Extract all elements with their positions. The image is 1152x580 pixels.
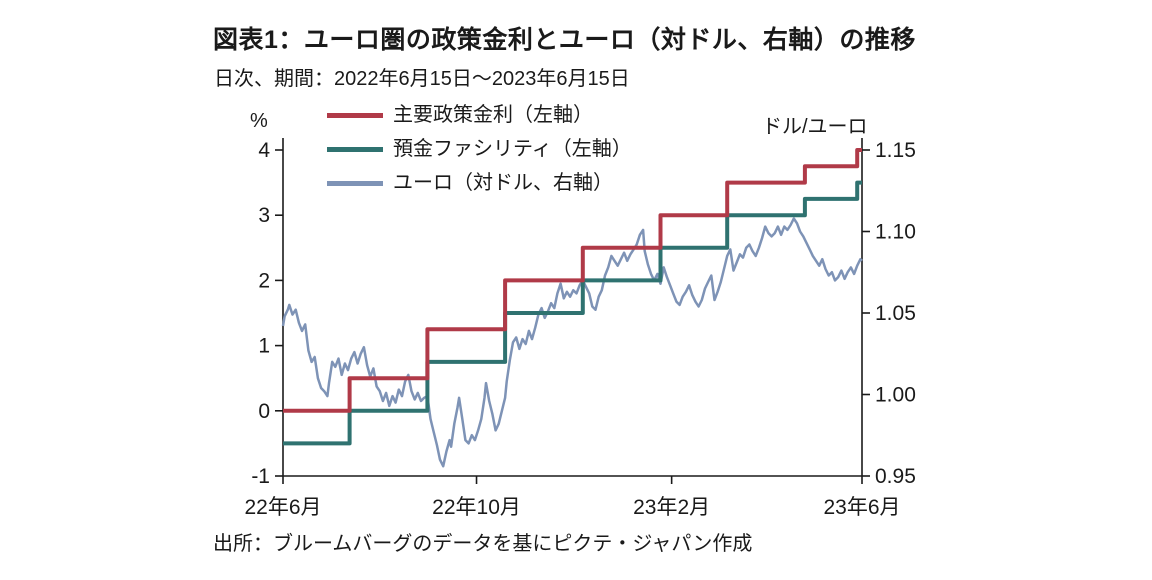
source-note: 出所：ブルームバーグのデータを基にピクテ・ジャパン作成 (213, 533, 753, 555)
right-axis-tick-label: 1.15 (875, 139, 916, 162)
legend-label: ユーロ（対ドル、右軸） (393, 172, 613, 194)
series-line-deposit-facility (283, 180, 862, 446)
legend-label: 預金ファシリティ（左軸） (393, 138, 632, 160)
left-axis-tick-label: 4 (258, 139, 270, 162)
legend-line-icon (327, 181, 383, 186)
x-axis-tick-label: 22年6月 (244, 496, 321, 519)
legend-line-icon (327, 147, 383, 152)
legend-item-main-policy-rate: 主要政策金利（左軸） (327, 103, 632, 128)
right-axis-tick-label: 1.05 (875, 302, 916, 325)
chart-legend: 主要政策金利（左軸） 預金ファシリティ（左軸） ユーロ（対ドル、右軸） (327, 103, 632, 196)
left-axis-unit-label: % (250, 110, 268, 132)
legend-line-icon (327, 113, 383, 118)
x-axis-tick-label: 22年10月 (432, 496, 521, 519)
right-axis-unit-label: ドル/ユーロ (762, 116, 868, 138)
legend-item-euro-dollar: ユーロ（対ドル、右軸） (327, 171, 632, 196)
chart-title: 図表1：ユーロ圏の政策金利とユーロ（対ドル、右軸）の推移 (213, 26, 916, 54)
x-axis-tick-label: 23年2月 (633, 496, 710, 519)
left-axis-tick-label: -1 (251, 465, 270, 488)
right-axis-tick-label: 1.00 (875, 384, 916, 407)
left-axis-tick-label: 0 (258, 400, 270, 423)
left-axis-tick-label: 2 (258, 269, 270, 292)
left-axis-tick-label: 1 (258, 335, 270, 358)
right-axis-tick-label: 0.95 (875, 465, 916, 488)
series-line-main-policy-rate (283, 148, 862, 413)
series-line-euro-dollar (281, 217, 863, 468)
left-axis-tick-label: 3 (258, 204, 270, 227)
legend-item-deposit-facility: 預金ファシリティ（左軸） (327, 137, 632, 162)
x-axis-tick-label: 23年6月 (823, 496, 900, 519)
legend-label: 主要政策金利（左軸） (393, 104, 593, 126)
right-axis-tick-label: 1.10 (875, 221, 916, 244)
chart-subtitle: 日次、期間：2022年6月15日～2023年6月15日 (214, 68, 630, 90)
